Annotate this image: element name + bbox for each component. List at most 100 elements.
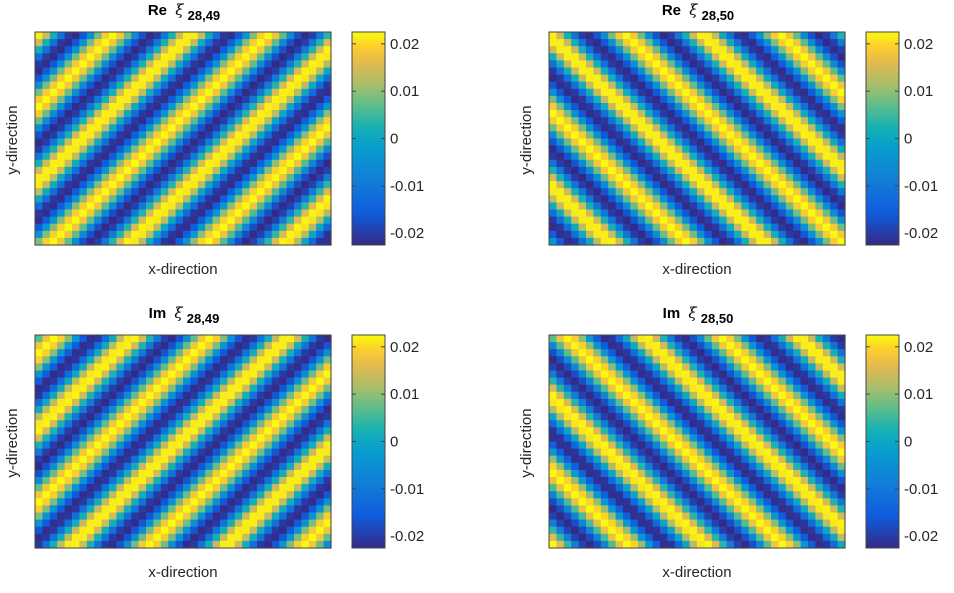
heatmap-cell xyxy=(57,370,66,379)
heatmap-cell xyxy=(175,462,184,471)
heatmap-cell xyxy=(563,512,572,521)
heatmap-cell xyxy=(94,88,103,97)
heatmap-cell xyxy=(571,540,580,549)
heatmap-cell xyxy=(123,427,132,435)
heatmap-cell xyxy=(279,498,288,506)
heatmap-cell xyxy=(308,152,317,161)
heatmap-cell xyxy=(249,138,258,147)
heatmap-cell xyxy=(168,159,177,168)
heatmap-cell xyxy=(697,477,705,485)
heatmap-cell xyxy=(830,441,839,450)
heatmap-cell xyxy=(86,441,95,450)
heatmap-cell xyxy=(35,455,43,464)
heatmap-cell xyxy=(741,420,750,428)
heatmap-cell xyxy=(830,95,839,104)
heatmap-cell xyxy=(116,391,125,400)
heatmap-cell xyxy=(257,505,265,514)
heatmap-cell xyxy=(271,209,280,218)
heatmap-cell xyxy=(57,498,66,506)
heatmap-cell xyxy=(160,349,169,357)
heatmap-cell xyxy=(623,74,631,83)
heatmap-cell xyxy=(600,195,609,203)
heatmap-cell xyxy=(578,124,587,132)
heatmap-cell xyxy=(279,363,288,372)
heatmap-cell xyxy=(748,166,757,175)
heatmap-cell xyxy=(116,60,125,69)
heatmap-cell xyxy=(175,526,184,535)
heatmap-cell xyxy=(600,145,609,154)
heatmap-cell xyxy=(623,498,631,506)
heatmap-cell xyxy=(563,181,572,189)
heatmap-cell xyxy=(704,356,713,364)
heatmap-cell xyxy=(615,32,624,40)
heatmap-cell xyxy=(227,391,236,400)
heatmap-cell xyxy=(64,117,73,125)
heatmap-cell xyxy=(257,498,265,506)
heatmap-cell xyxy=(264,110,273,118)
heatmap-cell xyxy=(279,384,288,393)
heatmap-cell xyxy=(109,95,117,104)
heatmap-cell xyxy=(160,398,169,407)
heatmap-cell xyxy=(271,145,280,154)
heatmap-cell xyxy=(563,384,572,393)
heatmap-cell xyxy=(249,32,258,40)
heatmap-cell xyxy=(72,398,80,407)
heatmap-cell xyxy=(793,342,802,350)
heatmap-cell xyxy=(793,159,802,168)
heatmap-cell xyxy=(615,110,624,118)
heatmap-cell xyxy=(593,166,602,175)
heatmap-cell xyxy=(578,491,587,499)
heatmap-cell xyxy=(719,95,728,104)
heatmap-cell xyxy=(674,174,683,182)
heatmap-cell xyxy=(586,95,594,104)
heatmap-cell xyxy=(168,512,177,521)
heatmap-cell xyxy=(785,484,794,492)
heatmap-cell xyxy=(704,462,713,471)
heatmap-cell xyxy=(697,67,705,76)
heatmap-cell xyxy=(190,512,199,521)
heatmap-cell xyxy=(116,455,125,464)
heatmap-cell xyxy=(771,39,779,47)
heatmap-cell xyxy=(175,356,184,364)
heatmap-cell xyxy=(682,216,691,225)
heatmap-cell xyxy=(711,512,720,521)
heatmap-cell xyxy=(109,441,117,450)
heatmap-cell xyxy=(116,484,125,492)
heatmap-cell xyxy=(586,335,594,343)
heatmap-cell xyxy=(756,53,765,61)
heatmap-cell xyxy=(301,188,310,196)
heatmap-cell xyxy=(549,32,557,40)
heatmap-cell xyxy=(42,484,51,492)
heatmap-cell xyxy=(72,46,80,54)
heatmap-cell xyxy=(294,540,302,549)
heatmap-cell xyxy=(160,32,169,40)
heatmap-cell xyxy=(578,117,587,125)
heatmap-cell xyxy=(279,103,288,111)
heatmap-cell xyxy=(660,202,668,211)
heatmap-cell xyxy=(138,335,147,343)
heatmap-cell xyxy=(131,540,140,549)
heatmap-cell xyxy=(57,363,66,372)
heatmap-cell xyxy=(109,60,117,69)
heatmap-cell xyxy=(667,39,676,47)
heatmap-cell xyxy=(726,356,735,364)
heatmap-cell xyxy=(197,181,206,189)
heatmap-cell xyxy=(808,349,816,357)
heatmap-cell xyxy=(756,230,765,239)
heatmap-cell xyxy=(660,166,668,175)
heatmap-cell xyxy=(234,363,243,372)
heatmap-cell xyxy=(79,370,88,379)
heatmap-cell xyxy=(763,95,772,104)
heatmap-cell xyxy=(301,398,310,407)
heatmap-cell xyxy=(86,53,95,61)
heatmap-cell xyxy=(197,195,206,203)
colorbar-tick-label: 0.02 xyxy=(390,36,419,53)
heatmap-cell xyxy=(308,138,317,147)
heatmap-cell xyxy=(212,413,221,421)
heatmap-cell xyxy=(197,152,206,161)
heatmap-cell xyxy=(94,491,103,499)
heatmap-cell xyxy=(645,60,654,69)
heatmap-cell xyxy=(264,406,273,414)
heatmap-cell xyxy=(615,484,624,492)
heatmap-cell xyxy=(748,427,757,435)
